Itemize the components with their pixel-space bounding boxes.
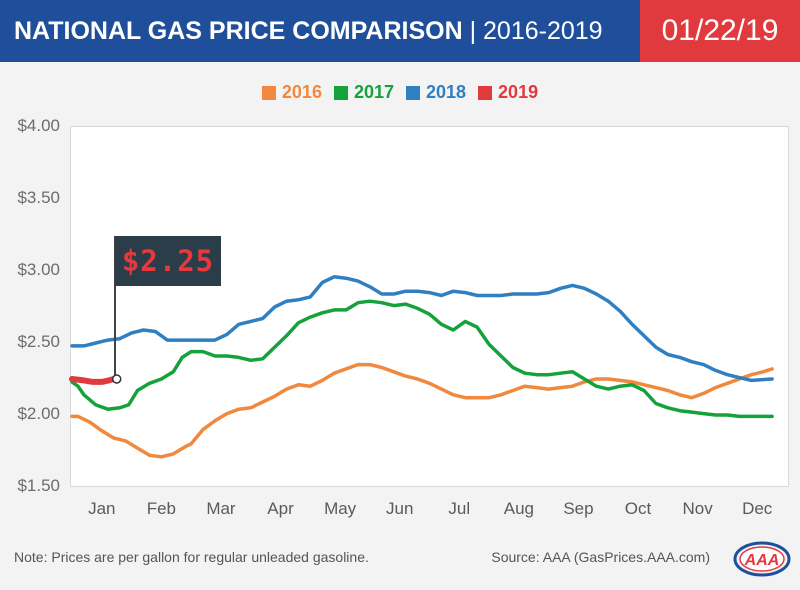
- legend-swatch: [261, 85, 276, 100]
- footnote: Note: Prices are per gallon for regular …: [14, 549, 369, 565]
- flag-marker-dot: [111, 374, 122, 384]
- series-line-2018: [70, 275, 774, 383]
- legend-swatch: [478, 85, 493, 100]
- x-tick-label: Aug: [503, 499, 534, 518]
- y-tick-label: $3.00: [17, 260, 60, 279]
- y-tick-label: $3.50: [17, 188, 60, 207]
- x-tick-label: May: [324, 499, 357, 518]
- legend-item: 2016: [261, 82, 322, 103]
- y-tick-label: $2.50: [17, 332, 60, 351]
- series-line-2016: [70, 362, 774, 459]
- legend-swatch: [406, 85, 420, 100]
- legend-swatch: [333, 85, 348, 100]
- page-title-main: NATIONAL GAS PRICE COMPARISON: [14, 17, 463, 45]
- legend-label: 2017: [353, 82, 394, 102]
- x-tick-label: Oct: [624, 499, 652, 518]
- price-flag: $2.25: [115, 236, 221, 286]
- date-badge: 01/22/19: [640, 0, 800, 62]
- page-title-years: | 2016-2019: [462, 17, 603, 45]
- y-tick-label: $4.00: [17, 116, 60, 135]
- x-tick-label: Dec: [742, 499, 773, 518]
- legend-label: 2019: [498, 82, 539, 102]
- current-price-label: $2.25: [121, 244, 215, 278]
- x-tick-label: Feb: [146, 499, 177, 518]
- x-tick-label: Jun: [385, 499, 414, 518]
- series-line-2017: [70, 299, 774, 419]
- legend-label: 2018: [426, 82, 467, 102]
- aaa-logo-text: AAA: [744, 552, 780, 569]
- page-title: NATIONAL GAS PRICE COMPARISON | 2016-201…: [14, 0, 603, 62]
- x-tick-label: Sep: [563, 499, 594, 518]
- x-tick-label: Apr: [267, 499, 294, 518]
- source-credit: Source: AAA (GasPrices.AAA.com): [491, 549, 710, 565]
- plot-area: [70, 126, 789, 487]
- x-tick-label: Nov: [682, 499, 713, 518]
- aaa-logo-icon: AAA: [733, 541, 791, 577]
- y-tick-label: $1.50: [17, 476, 60, 495]
- series-line-2019: [69, 376, 117, 385]
- legend-label: 2016: [281, 82, 322, 102]
- x-tick-label: Jul: [448, 499, 471, 518]
- chart-legend: 2016 2017 2018 2019: [0, 82, 800, 105]
- x-tick-label: Mar: [206, 499, 236, 518]
- legend-item: 2019: [478, 82, 538, 103]
- legend-item: 2018: [406, 82, 466, 103]
- y-tick-label: $2.00: [17, 404, 60, 423]
- header-bar: NATIONAL GAS PRICE COMPARISON | 2016-201…: [0, 0, 800, 62]
- x-tick-label: Jan: [88, 499, 116, 518]
- legend-item: 2017: [333, 82, 394, 103]
